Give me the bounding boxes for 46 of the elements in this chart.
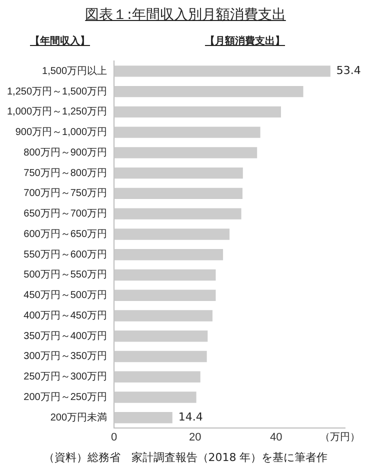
- bar: [114, 126, 260, 138]
- x-tick-label: 20: [188, 431, 202, 444]
- x-tick-label: 40: [270, 431, 282, 444]
- y-tick-label: 650万円～700万円: [24, 208, 108, 220]
- y-tick-label: 600万円～650万円: [24, 228, 108, 240]
- bar: [114, 106, 281, 118]
- bar: [114, 188, 242, 200]
- bar: [114, 208, 242, 220]
- bar: [114, 412, 172, 424]
- y-tick-label: 800万円～900万円: [24, 147, 108, 158]
- x-tick-label: 0: [110, 431, 118, 444]
- y-tick-label: 900万円～1,000万円: [15, 127, 108, 138]
- bar: [114, 248, 224, 260]
- data-label: 53.4: [336, 64, 361, 78]
- y-tick-label: 550万円～600万円: [24, 249, 108, 260]
- bar: [114, 371, 200, 382]
- y-tick-label: 1,250万円～1,500万円: [6, 86, 108, 98]
- bar: [114, 228, 230, 240]
- y-tick-label: 450万円～500万円: [24, 290, 108, 302]
- y-tick-label: 200万円～250万円: [24, 392, 108, 403]
- bar: [114, 167, 243, 179]
- y-tick-label: 250万円～300万円: [24, 372, 108, 383]
- text: （万円）: [320, 431, 360, 444]
- y-tick-label: 1,500万円以上: [42, 64, 108, 77]
- y-tick-label: 500万円～550万円: [24, 270, 108, 281]
- bar: [114, 290, 216, 301]
- text: （資料）総務省 家計調査報告（2018 年）を基に筆者作: [42, 450, 329, 465]
- y-tick-label: 200万円未満: [50, 411, 108, 424]
- y-tick-label: 750万円～800万円: [24, 168, 108, 179]
- y-tick-label: 300万円～350万円: [24, 351, 108, 362]
- x-axis-title: 【月額消費支出】: [205, 34, 285, 48]
- chart-title: 図表１:年間収入別月額消費支出: [85, 7, 286, 23]
- y-tick-label: 700万円～750万円: [24, 188, 108, 200]
- y-axis-title: 【年間収入】: [30, 34, 90, 48]
- data-label: 14.4: [178, 410, 203, 424]
- y-tick-label: 1,000万円～1,250万円: [6, 106, 108, 118]
- bar: [114, 66, 330, 77]
- bar: [114, 392, 196, 403]
- y-tick-label: 400万円～450万円: [24, 310, 108, 322]
- bar: [114, 330, 208, 342]
- bar: [114, 147, 258, 158]
- bar: [114, 269, 216, 281]
- bar: [114, 350, 207, 362]
- bar: [114, 310, 213, 322]
- bar: [114, 86, 304, 98]
- y-tick-label: 350万円～400万円: [24, 330, 108, 342]
